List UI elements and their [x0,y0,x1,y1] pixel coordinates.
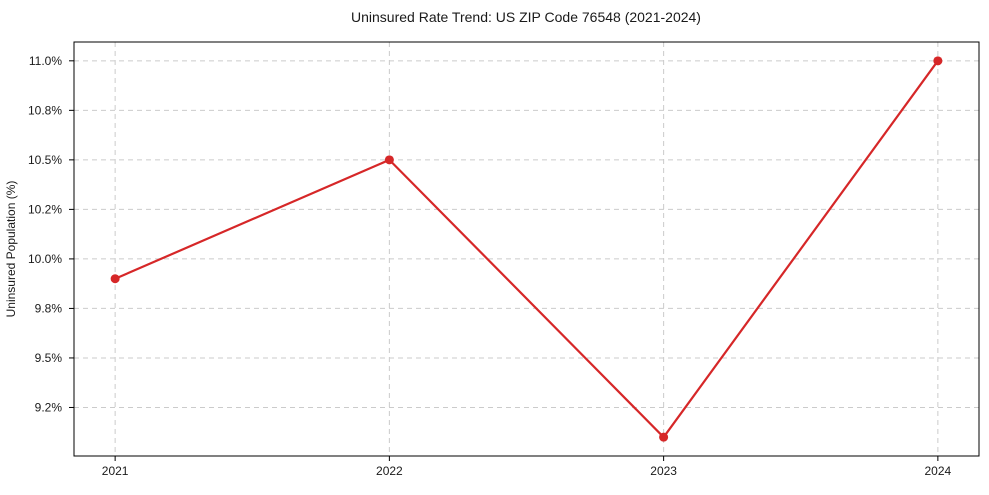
y-tick-labels: 9.2% 9.5% 9.8% 10.0% 10.2% 10.5% 10.8% 11.0% [28,54,62,415]
x-tick-label: 2022 [376,464,403,478]
y-tick-label: 10.8% [28,103,62,117]
chart-title: Uninsured Rate Trend: US ZIP Code 76548 … [351,9,701,25]
plot-frame [73,41,980,457]
y-tick-label: 11.0% [29,54,62,68]
y-tick-label: 9.2% [35,400,63,414]
x-tick-label: 2021 [102,464,129,478]
y-tick-label: 10.2% [28,202,62,216]
data-point [110,274,120,284]
y-tick-label: 10.5% [28,153,62,167]
data-point [384,155,394,165]
y-tick-label: 9.8% [35,301,63,315]
y-tick-label: 10.0% [28,252,62,266]
x-tick-label: 2024 [925,464,952,478]
data-point [659,432,669,442]
y-axis-label: Uninsured Population (%) [4,181,18,318]
data-line [114,60,939,439]
axis-ticks [69,60,939,461]
x-tick-labels: 2021 2022 2023 2024 [102,464,952,478]
data-point [933,56,943,66]
grid [74,42,979,456]
y-tick-label: 9.5% [35,351,63,365]
x-tick-label: 2023 [650,464,677,478]
data-series [110,56,943,442]
